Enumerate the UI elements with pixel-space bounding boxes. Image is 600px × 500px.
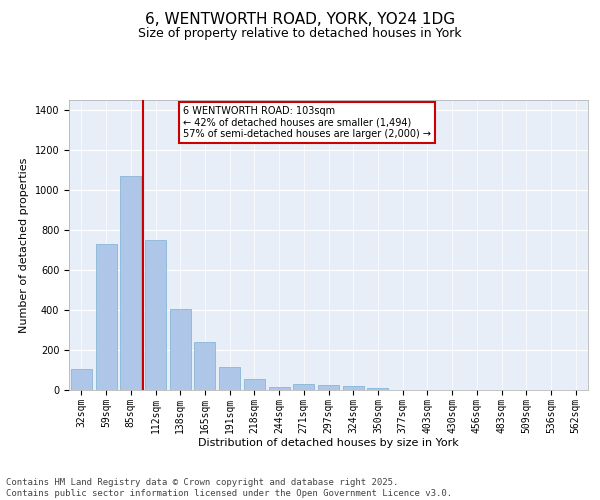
Bar bbox=[343, 386, 364, 390]
Bar bbox=[145, 240, 166, 390]
Bar bbox=[194, 342, 215, 390]
Bar bbox=[244, 380, 265, 390]
Text: 6, WENTWORTH ROAD, YORK, YO24 1DG: 6, WENTWORTH ROAD, YORK, YO24 1DG bbox=[145, 12, 455, 28]
Bar bbox=[95, 244, 116, 390]
Text: Size of property relative to detached houses in York: Size of property relative to detached ho… bbox=[138, 28, 462, 40]
Text: 6 WENTWORTH ROAD: 103sqm
← 42% of detached houses are smaller (1,494)
57% of sem: 6 WENTWORTH ROAD: 103sqm ← 42% of detach… bbox=[183, 106, 431, 139]
Bar bbox=[170, 309, 191, 390]
Text: Contains HM Land Registry data © Crown copyright and database right 2025.
Contai: Contains HM Land Registry data © Crown c… bbox=[6, 478, 452, 498]
Bar bbox=[219, 367, 240, 390]
Bar bbox=[71, 369, 92, 390]
Bar bbox=[367, 388, 388, 390]
X-axis label: Distribution of detached houses by size in York: Distribution of detached houses by size … bbox=[198, 438, 459, 448]
Bar bbox=[318, 385, 339, 390]
Bar bbox=[120, 176, 141, 390]
Bar bbox=[269, 387, 290, 390]
Bar bbox=[293, 384, 314, 390]
Y-axis label: Number of detached properties: Number of detached properties bbox=[19, 158, 29, 332]
